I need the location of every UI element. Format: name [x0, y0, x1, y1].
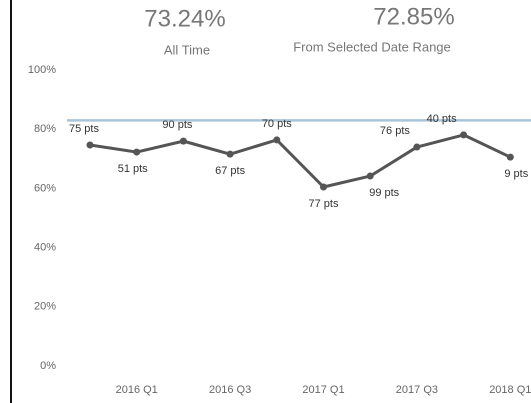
line — [89, 133, 511, 189]
point-label: 77 pts — [309, 198, 339, 210]
y-tick-label: 100% — [28, 64, 56, 76]
point-label: 40 pts — [427, 113, 457, 125]
point-label: 75 pts — [69, 123, 99, 135]
point — [273, 136, 281, 144]
point-label: 76 pts — [380, 125, 410, 137]
kpi-value: 73.24% — [144, 5, 225, 32]
point-label: 99 pts — [369, 187, 399, 199]
x-tick-label: 2018 Q1 — [489, 384, 531, 396]
point — [179, 137, 187, 145]
kpi-label: From Selected Date Range — [293, 39, 451, 54]
point-label: 51 pts — [118, 163, 148, 175]
point-label: 9 pts — [504, 168, 528, 180]
y-tick-label: 40% — [34, 242, 56, 254]
point — [413, 143, 421, 151]
y-tick-label: 0% — [40, 360, 56, 372]
point — [506, 153, 514, 161]
x-tick-label: 2016 Q3 — [209, 384, 251, 396]
point — [320, 183, 327, 191]
point-label: 67 pts — [215, 165, 245, 177]
y-tick-label: 60% — [34, 182, 56, 194]
point — [226, 150, 234, 158]
point — [366, 172, 374, 180]
kpi-value: 72.85% — [373, 3, 454, 30]
x-tick-label: 2016 Q1 — [116, 384, 158, 396]
point — [460, 131, 468, 139]
x-tick-label: 2017 Q3 — [396, 384, 438, 396]
kpi-label: All Time — [164, 42, 210, 57]
y-tick-label: 80% — [34, 123, 56, 135]
x-tick-label: 2017 Q1 — [302, 384, 344, 396]
y-tick-label: 20% — [34, 301, 56, 313]
point-label: 70 pts — [262, 118, 292, 130]
point — [86, 141, 94, 149]
point-label: 90 pts — [162, 119, 192, 131]
point — [133, 148, 141, 156]
